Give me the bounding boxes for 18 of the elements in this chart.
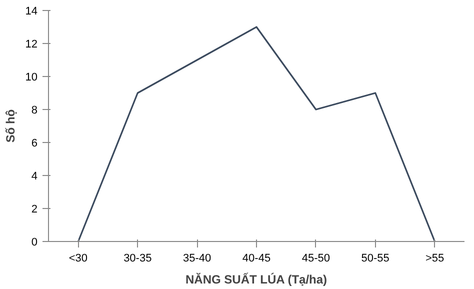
x-tick-label: <30	[68, 252, 88, 264]
x-axis-title: NĂNG SUẤT LÚA (Tạ/ha)	[186, 272, 328, 286]
x-tick-label: >55	[425, 252, 444, 264]
y-tick-label: 12	[25, 38, 38, 50]
y-axis-title: Số hộ	[3, 109, 18, 143]
y-tick-label: 14	[25, 6, 38, 18]
x-tick-label: 35-40	[183, 252, 212, 264]
x-tick-label: 30-35	[124, 252, 152, 264]
y-tick-label: 4	[31, 170, 38, 182]
x-tick-label: 45-50	[302, 252, 330, 264]
x-tick-label: 40-45	[242, 252, 271, 264]
line-series	[77, 26, 436, 242]
y-tick-label: 6	[31, 138, 38, 150]
y-tick-label: 2	[31, 204, 38, 216]
y-tick-label: 0	[31, 236, 38, 248]
y-tick-label: 8	[31, 104, 38, 116]
x-tick-label: 50-55	[361, 252, 390, 264]
y-tick-label: 10	[25, 72, 38, 84]
